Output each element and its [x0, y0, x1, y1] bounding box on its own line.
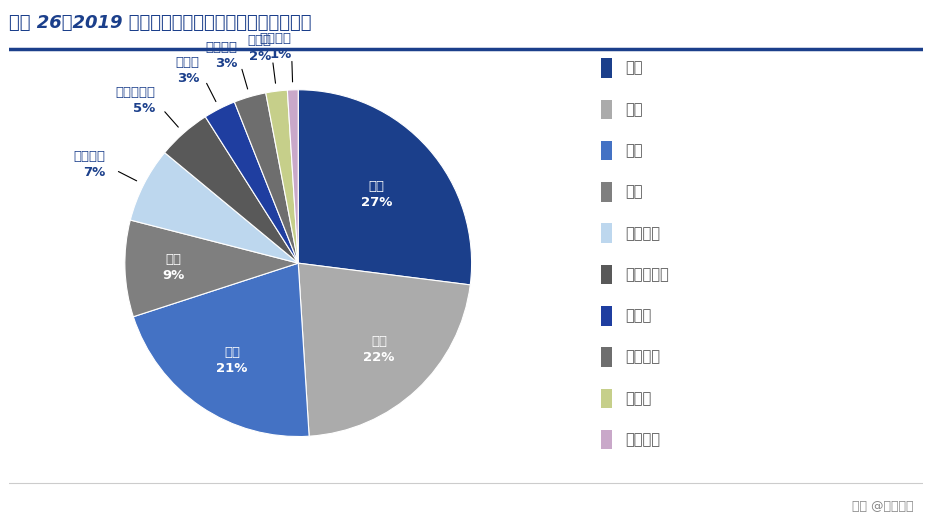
Text: 晶科: 晶科	[625, 184, 643, 200]
Text: 无锡荣能: 无锡荣能	[625, 432, 661, 447]
Text: 头条 @未来智库: 头条 @未来智库	[852, 501, 913, 513]
Text: 协鑫
22%: 协鑫 22%	[363, 334, 394, 364]
Wedge shape	[235, 93, 298, 263]
Wedge shape	[287, 90, 298, 263]
FancyBboxPatch shape	[600, 430, 612, 449]
Text: 京运通
2%: 京运通 2%	[247, 34, 271, 62]
Text: 阿特斯: 阿特斯	[625, 308, 651, 324]
FancyBboxPatch shape	[600, 223, 612, 243]
FancyBboxPatch shape	[600, 347, 612, 367]
Text: 中环: 中环	[625, 143, 643, 158]
Text: 晶澳科技: 晶澳科技	[625, 225, 661, 241]
FancyBboxPatch shape	[600, 389, 612, 408]
Wedge shape	[266, 90, 298, 263]
Text: 隆基: 隆基	[625, 60, 643, 76]
Text: 隆基
27%: 隆基 27%	[361, 180, 392, 209]
FancyBboxPatch shape	[600, 306, 612, 326]
Text: 晶澳科技
7%: 晶澳科技 7%	[73, 150, 105, 179]
FancyBboxPatch shape	[600, 182, 612, 202]
Wedge shape	[125, 220, 298, 317]
FancyBboxPatch shape	[600, 100, 612, 119]
Text: 无锡荣能
1%: 无锡荣能 1%	[259, 32, 292, 61]
FancyBboxPatch shape	[600, 265, 612, 284]
Wedge shape	[298, 90, 472, 285]
Text: 环太集团
3%: 环太集团 3%	[206, 41, 238, 70]
Text: 阿特斯
3%: 阿特斯 3%	[176, 56, 199, 85]
Wedge shape	[298, 263, 471, 436]
Text: 晶科
9%: 晶科 9%	[162, 252, 185, 282]
FancyBboxPatch shape	[600, 141, 612, 160]
Text: 荣德新能源: 荣德新能源	[625, 267, 669, 282]
FancyBboxPatch shape	[600, 58, 612, 78]
Text: 中环
21%: 中环 21%	[216, 346, 248, 375]
Text: 环太集团: 环太集团	[625, 349, 661, 365]
Wedge shape	[130, 153, 298, 263]
Text: 图表 26：2019 年全球前十大硅片厂商产能市占率情况: 图表 26：2019 年全球前十大硅片厂商产能市占率情况	[9, 14, 312, 33]
Wedge shape	[205, 102, 298, 263]
Wedge shape	[165, 117, 298, 263]
Wedge shape	[133, 263, 309, 437]
Text: 京运通: 京运通	[625, 391, 651, 406]
Text: 荣德新能源
5%: 荣德新能源 5%	[115, 86, 155, 115]
Text: 协鑫: 协鑫	[625, 102, 643, 117]
